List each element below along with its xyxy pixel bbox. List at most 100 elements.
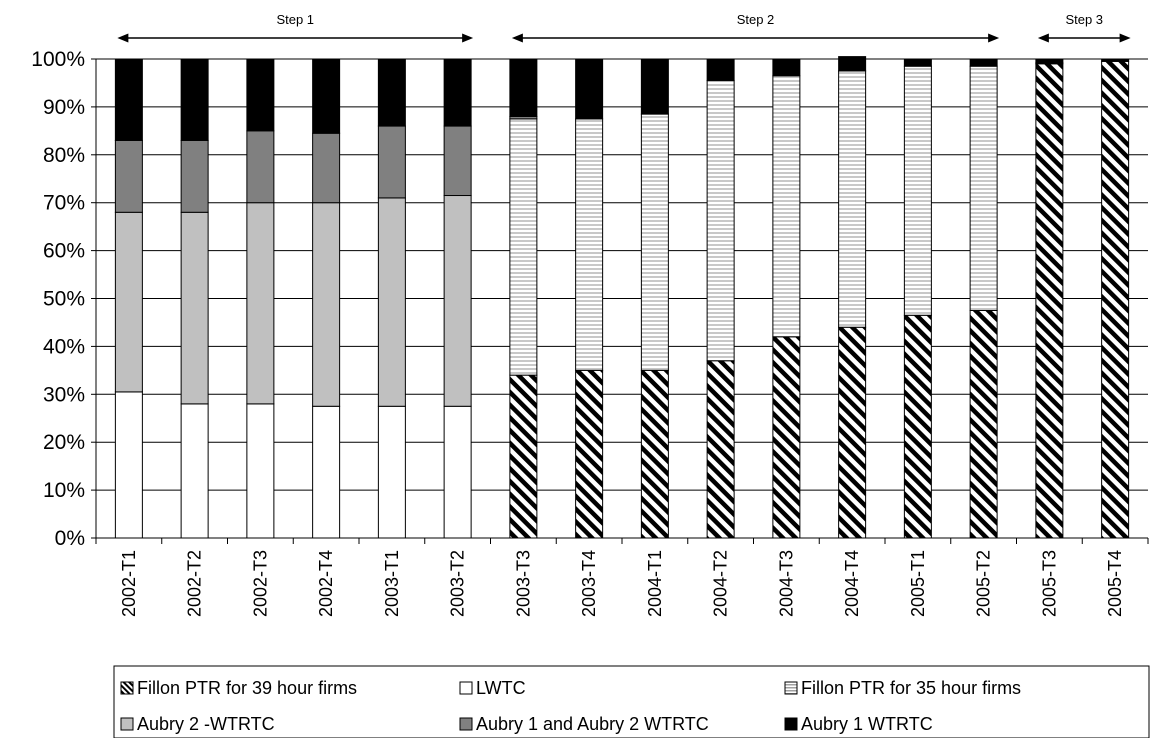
- legend-swatch: [784, 681, 798, 695]
- bar-segment: [180, 58, 209, 141]
- x-tick-label: 2003-T4: [579, 550, 599, 617]
- x-tick-label: 2005-T3: [1039, 550, 1059, 617]
- bar-segment: [246, 58, 275, 132]
- bar-segment: [114, 211, 143, 393]
- step-annotation: Step 1: [117, 12, 474, 43]
- x-tick-label: 2005-T1: [908, 550, 928, 617]
- x-tick-label: 2003-T1: [382, 550, 402, 617]
- bar-segment: [312, 58, 341, 134]
- bar-segment: [575, 369, 604, 539]
- legend-item: Aubry 1 WTRTC: [784, 714, 933, 734]
- x-tick-label: 2004-T2: [711, 550, 731, 617]
- x-tick-label: 2005-T2: [974, 550, 994, 617]
- x-tick-label: 2005-T4: [1105, 550, 1125, 617]
- legend-item: Aubry 2 -WTRTC: [120, 714, 275, 734]
- step-label: Step 3: [1065, 12, 1103, 27]
- bar-segment: [377, 125, 406, 199]
- y-tick-label: 40%: [43, 335, 85, 358]
- bar-segment: [509, 374, 538, 539]
- legend-swatch: [459, 717, 473, 731]
- step-annotation: Step 2: [511, 12, 1000, 43]
- bar-segment: [377, 58, 406, 127]
- bar-segment: [575, 118, 604, 371]
- bar-segment: [246, 130, 275, 204]
- bar-segment: [180, 139, 209, 213]
- y-tick-label: 20%: [43, 431, 85, 454]
- legend-label: Aubry 2 -WTRTC: [137, 714, 275, 734]
- bar-segment: [443, 405, 472, 539]
- bar-segment: [969, 65, 998, 311]
- x-tick-label: 2004-T1: [645, 550, 665, 617]
- bar-segment: [180, 211, 209, 405]
- legend-label: Fillon PTR for 39 hour firms: [137, 678, 357, 698]
- bar-segment: [772, 336, 801, 539]
- legend-item: Fillon PTR for 35 hour firms: [784, 678, 1021, 698]
- legend-label: Fillon PTR for 35 hour firms: [801, 678, 1021, 698]
- bar-segment: [772, 75, 801, 338]
- bar-segment: [114, 391, 143, 539]
- legend-item: LWTC: [459, 678, 526, 698]
- step-label: Step 2: [737, 12, 775, 27]
- bar-segment: [377, 405, 406, 539]
- x-tick-label: 2004-T4: [842, 550, 862, 617]
- y-tick-label: 10%: [43, 479, 85, 502]
- x-tick-label: 2002-T3: [250, 550, 270, 617]
- bar-segment: [640, 58, 669, 115]
- legend-swatch: [459, 681, 473, 695]
- y-tick-label: 80%: [43, 144, 85, 167]
- x-tick-label: 2002-T4: [316, 550, 336, 617]
- legend-swatch: [784, 717, 798, 731]
- bar-segment: [903, 314, 932, 539]
- bar-segment: [1101, 60, 1130, 539]
- y-tick-label: 0%: [55, 527, 85, 550]
- bar-segment: [1101, 58, 1130, 62]
- bar-segment: [838, 56, 867, 72]
- bar-segment: [969, 309, 998, 539]
- step-label: Step 1: [276, 12, 314, 27]
- y-tick-label: 100%: [31, 48, 85, 71]
- bar-segment: [312, 202, 341, 407]
- y-tick-label: 50%: [43, 288, 85, 311]
- bar-segment: [246, 403, 275, 539]
- bar-segment: [114, 58, 143, 141]
- bar-segment: [1035, 58, 1064, 64]
- y-tick-label: 90%: [43, 96, 85, 119]
- legend-swatch: [120, 681, 134, 695]
- y-tick-label: 60%: [43, 240, 85, 263]
- bar-segment: [640, 369, 669, 539]
- y-tick-label: 70%: [43, 192, 85, 215]
- bar-segment: [575, 58, 604, 120]
- bar-segment: [903, 58, 932, 67]
- y-tick-label: 30%: [43, 383, 85, 406]
- bar-segment: [443, 125, 472, 197]
- bar-segment: [114, 139, 143, 213]
- bar-segment: [772, 58, 801, 77]
- bar-segment: [509, 58, 538, 117]
- bar-segment: [838, 326, 867, 539]
- bar-segment: [706, 58, 735, 82]
- bar-segment: [706, 360, 735, 539]
- legend-item: Aubry 1 and Aubry 2 WTRTC: [459, 714, 709, 734]
- bar-segment: [443, 195, 472, 407]
- step-annotation: Step 3: [1037, 12, 1131, 43]
- bar-segment: [903, 65, 932, 316]
- legend-label: Aubry 1 WTRTC: [801, 714, 933, 734]
- legend-swatch: [120, 717, 134, 731]
- bar-segment: [706, 80, 735, 362]
- bar-segment: [640, 113, 669, 371]
- bar-segment: [312, 405, 341, 539]
- bar-segment: [443, 58, 472, 127]
- bar-segment: [509, 118, 538, 376]
- legend-label: LWTC: [476, 678, 526, 698]
- legend-label: Aubry 1 and Aubry 2 WTRTC: [476, 714, 709, 734]
- x-tick-label: 2003-T3: [513, 550, 533, 617]
- bar-segment: [312, 132, 341, 204]
- bar-segment: [377, 197, 406, 407]
- bar-segment: [1035, 63, 1064, 539]
- x-tick-label: 2002-T2: [185, 550, 205, 617]
- bar-segment: [246, 202, 275, 405]
- x-tick-label: 2003-T2: [448, 550, 468, 617]
- bar-segment: [969, 58, 998, 67]
- x-tick-label: 2004-T3: [776, 550, 796, 617]
